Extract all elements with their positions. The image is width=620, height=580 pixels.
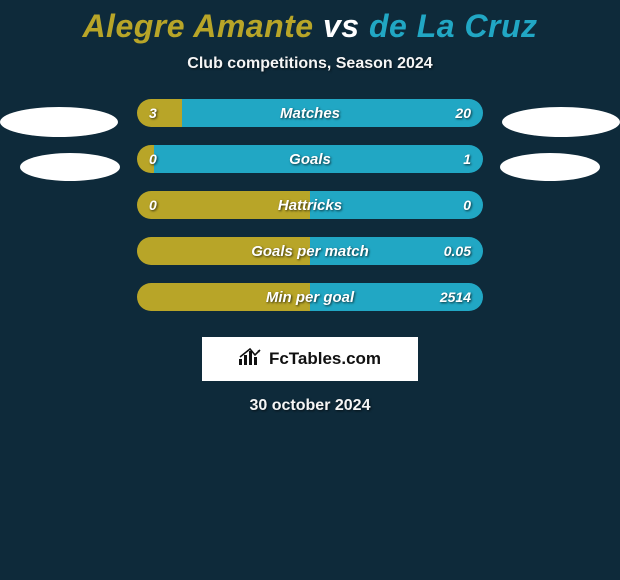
bar-rows: 320Matches01Goals00Hattricks0.05Goals pe…: [137, 99, 483, 311]
stat-value-right: 0: [463, 191, 471, 219]
title-vs: vs: [323, 8, 360, 44]
stat-value-right: 20: [455, 99, 471, 127]
stat-bar-left: [137, 191, 310, 219]
stat-value-right: 2514: [440, 283, 471, 311]
stat-bar-right: [310, 191, 483, 219]
branding-badge: FcTables.com: [202, 337, 418, 381]
stat-row: 2514Min per goal: [137, 283, 483, 311]
title-player1: Alegre Amante: [82, 8, 313, 44]
decoration-ellipse: [500, 153, 600, 181]
stat-row: 00Hattricks: [137, 191, 483, 219]
date-text: 30 october 2024: [0, 397, 620, 415]
stat-bar-right: [154, 145, 483, 173]
stat-bar-left: [137, 237, 310, 265]
stat-value-left: 0: [149, 145, 157, 173]
stat-row: 0.05Goals per match: [137, 237, 483, 265]
subtitle: Club competitions, Season 2024: [0, 55, 620, 73]
stat-value-right: 0.05: [444, 237, 471, 265]
branding-text: FcTables.com: [269, 349, 381, 369]
title-player2: de La Cruz: [369, 8, 538, 44]
stat-row: 01Goals: [137, 145, 483, 173]
page-title: Alegre Amante vs de La Cruz: [0, 0, 620, 45]
decoration-ellipse: [0, 107, 118, 137]
stat-row: 320Matches: [137, 99, 483, 127]
chart-icon: [239, 347, 263, 372]
stat-bar-left: [137, 99, 182, 127]
stat-bar-right: [182, 99, 483, 127]
comparison-stage: 320Matches01Goals00Hattricks0.05Goals pe…: [0, 99, 620, 311]
stat-value-right: 1: [463, 145, 471, 173]
stat-value-left: 3: [149, 99, 157, 127]
stat-value-left: 0: [149, 191, 157, 219]
decoration-ellipse: [502, 107, 620, 137]
decoration-ellipse: [20, 153, 120, 181]
stat-bar-left: [137, 283, 310, 311]
